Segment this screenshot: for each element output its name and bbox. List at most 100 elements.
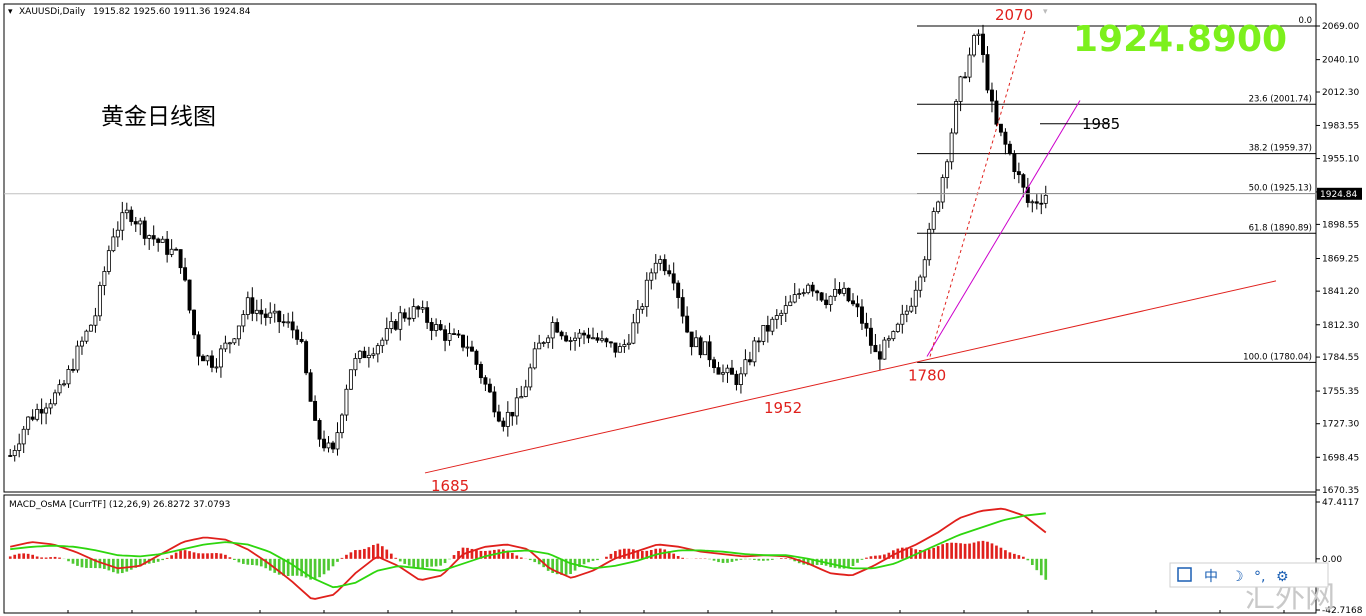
candle-body (963, 76, 968, 79)
candle-body (389, 321, 394, 329)
candle-body (895, 323, 900, 332)
candle-body (1039, 202, 1044, 205)
candle-body (187, 279, 192, 311)
settings-icon[interactable]: ⚙ (1276, 569, 1289, 585)
candle-body (931, 211, 936, 230)
candle-body (707, 341, 712, 361)
candle-body (752, 340, 757, 363)
candle-body (48, 403, 53, 409)
candle-body (106, 250, 111, 272)
channel-line[interactable] (926, 100, 1081, 357)
candle-body (151, 235, 156, 240)
candle-body (613, 342, 618, 353)
candle-body (438, 324, 443, 331)
candle-body (429, 322, 434, 331)
candle-body (586, 334, 591, 339)
moon-icon[interactable]: ☽ (1231, 569, 1244, 585)
candle-body (989, 89, 994, 102)
support-trendline[interactable] (424, 280, 1277, 474)
symbol-label: XAUUSDi,Daily (19, 7, 86, 17)
candle-body (577, 332, 582, 339)
candle-body (290, 321, 295, 331)
candle-body (743, 359, 748, 375)
candle-body (698, 337, 703, 356)
candle-body (685, 315, 690, 333)
candle-body (250, 297, 255, 314)
candle-body (680, 297, 685, 317)
candle-body (738, 373, 743, 385)
candle-body (617, 346, 622, 353)
candle-body (882, 339, 887, 360)
candle-body (927, 228, 932, 261)
candle-body (344, 388, 349, 416)
candle-body (39, 408, 44, 414)
candle-body (218, 348, 223, 368)
annotation-1985: 1985 (1082, 115, 1120, 133)
candle-body (940, 177, 945, 203)
fibonacci-levels[interactable]: 0.0 23.6 (2001.74) 38.2 (1959.37) 50.0 (192… (917, 16, 1316, 363)
price-tick-label: 1755.35 (1322, 387, 1359, 397)
candle-body (716, 367, 721, 375)
candle-body (142, 220, 147, 239)
candle-body (644, 279, 649, 308)
candle-body (201, 355, 205, 362)
candle-body (958, 76, 963, 102)
candle-body (658, 259, 663, 264)
arrow-icon[interactable] (1177, 567, 1192, 582)
price-tick-label: 1670.35 (1322, 486, 1359, 496)
annotation-1780: 1780 (908, 366, 946, 384)
candle-body (474, 350, 479, 365)
punctuation-icon[interactable]: °, (1254, 569, 1265, 585)
candle-body (954, 101, 959, 134)
candle-body (837, 288, 842, 294)
candle-body (407, 317, 412, 320)
candle-body (232, 338, 237, 344)
candle-body (469, 346, 474, 352)
candle-body (236, 325, 241, 340)
candle-body (873, 344, 878, 353)
ime-toolbar[interactable] (1169, 562, 1329, 588)
candle-body (1034, 201, 1039, 204)
candle-body (846, 287, 851, 302)
candle-body (568, 340, 573, 342)
candle-body (93, 315, 98, 326)
chinese-input-icon[interactable]: 中 (1204, 569, 1218, 585)
candle-body (671, 273, 676, 284)
price-tick-label: 1898.55 (1322, 220, 1359, 230)
candle-body (591, 337, 595, 340)
price-tick-label: 1784.55 (1322, 353, 1359, 363)
candle-body (357, 350, 362, 359)
candle-body (976, 33, 981, 36)
candle-body (1021, 174, 1026, 188)
candle-body (792, 294, 797, 303)
candle-body (864, 322, 869, 329)
candle-body (124, 209, 129, 214)
candle-body (425, 307, 430, 323)
candle-body (241, 314, 246, 327)
fib-level-label: 38.2 (1959.37) (1249, 144, 1312, 154)
price-tick-label: 1812.30 (1322, 321, 1359, 331)
candle-body (859, 306, 864, 324)
candle-body (335, 432, 340, 450)
candle-body (546, 337, 551, 343)
candle-body (842, 287, 847, 294)
candle-body (729, 367, 734, 375)
candle-body (272, 310, 277, 314)
signal-line (10, 512, 1046, 589)
price-tick-label: 1983.55 (1322, 121, 1359, 131)
candle-body (810, 284, 815, 292)
candle-body (178, 249, 183, 269)
candle-body (703, 341, 708, 356)
candle-body (981, 33, 985, 55)
candle-body (214, 366, 219, 369)
main-panel[interactable] (3, 3, 1317, 493)
candle-body (138, 220, 143, 225)
price-ticks: 2069.002040.102012.301983.551955.101926.… (1316, 22, 1359, 496)
candle-body (676, 282, 681, 298)
candle-body (604, 338, 609, 343)
candle-body (1012, 153, 1017, 173)
chart-title-cn: 黄金日线图 (101, 104, 216, 130)
candle-body (281, 321, 286, 324)
candle-body (913, 289, 918, 307)
